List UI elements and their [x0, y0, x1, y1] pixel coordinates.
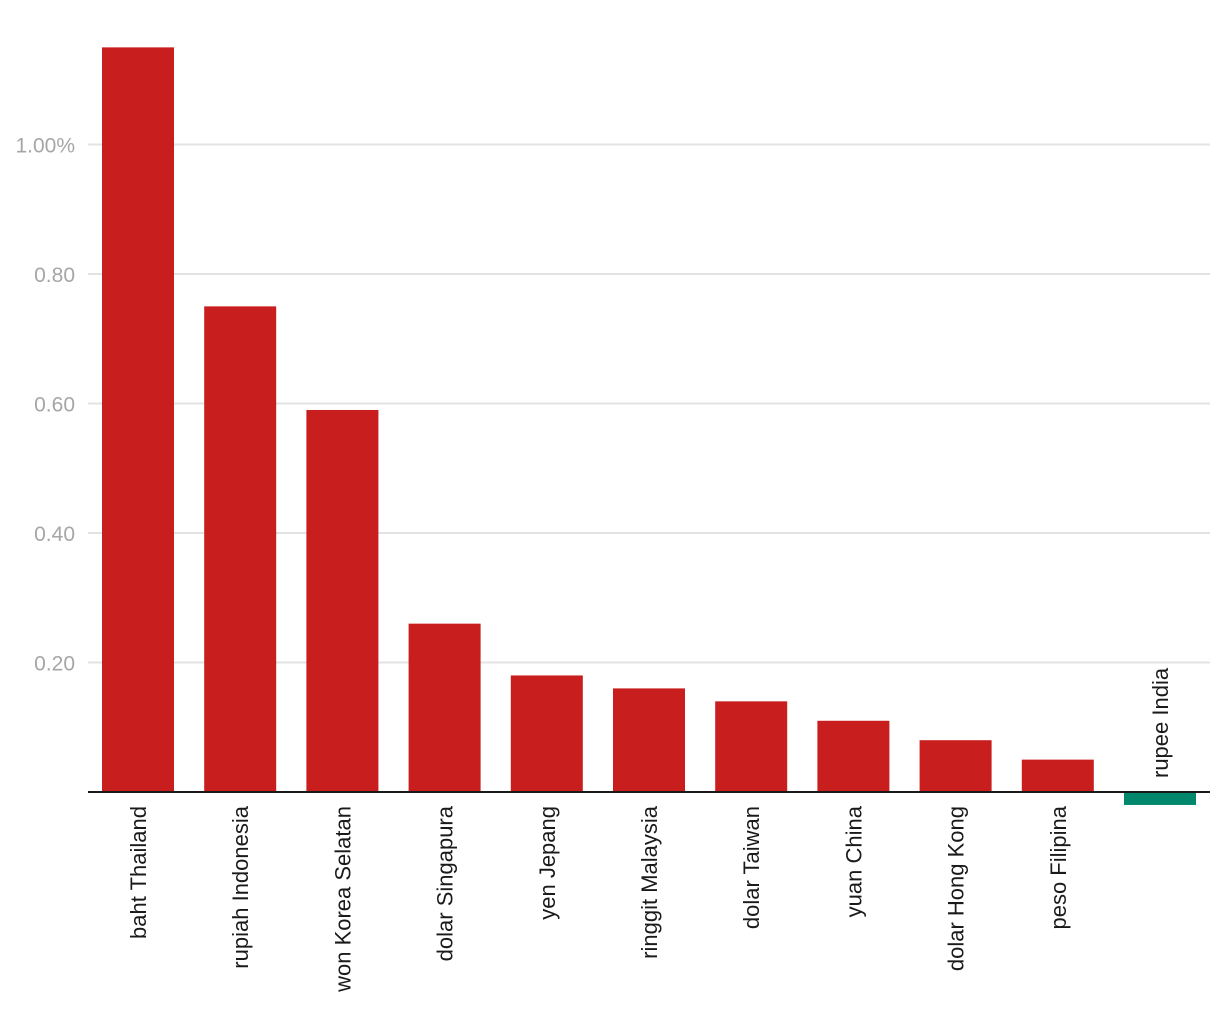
category-label: dolar Singapura [433, 805, 458, 961]
bar-peso-filipina [1021, 759, 1094, 792]
bar-baht-thailand [102, 47, 174, 792]
bars [102, 47, 1196, 805]
bar-dolar-hong-kong [919, 740, 992, 792]
bar-rupee-india [1124, 792, 1196, 805]
bar-ringgit-malaysia [613, 688, 685, 792]
bar-won-korea-selatan [306, 409, 379, 792]
category-label: dolar Taiwan [739, 806, 764, 929]
y-tick-label: 0.80 [34, 264, 75, 287]
category-label: ringgit Malaysia [637, 805, 662, 959]
y-tick-label: 1.00% [15, 135, 75, 158]
y-tick-label: 0.40 [34, 523, 75, 546]
bar-dolar-taiwan [715, 701, 788, 792]
y-tick-label: 0.60 [34, 394, 75, 417]
category-label: yen Jepang [535, 806, 560, 920]
bar-rupiah-indonesia [204, 306, 277, 792]
bar-yen-jepang [510, 675, 583, 792]
category-label: baht Thailand [126, 806, 151, 939]
category-label: peso Filipina [1046, 805, 1071, 929]
category-label: rupee India [1148, 667, 1173, 778]
category-label: dolar Hong Kong [944, 806, 969, 971]
bar-dolar-singapura [408, 623, 481, 792]
category-labels: baht Thailand rupiah Indonesia won Korea S… [126, 667, 1173, 993]
category-label: yuan China [841, 805, 866, 917]
category-label: won Korea Selatan [330, 806, 355, 993]
y-axis-ticks: 0.20 0.40 0.60 0.80 1.00% [15, 135, 75, 676]
y-tick-label: 0.20 [34, 653, 75, 676]
category-label: rupiah Indonesia [228, 805, 253, 968]
bar-yuan-china [817, 720, 890, 792]
